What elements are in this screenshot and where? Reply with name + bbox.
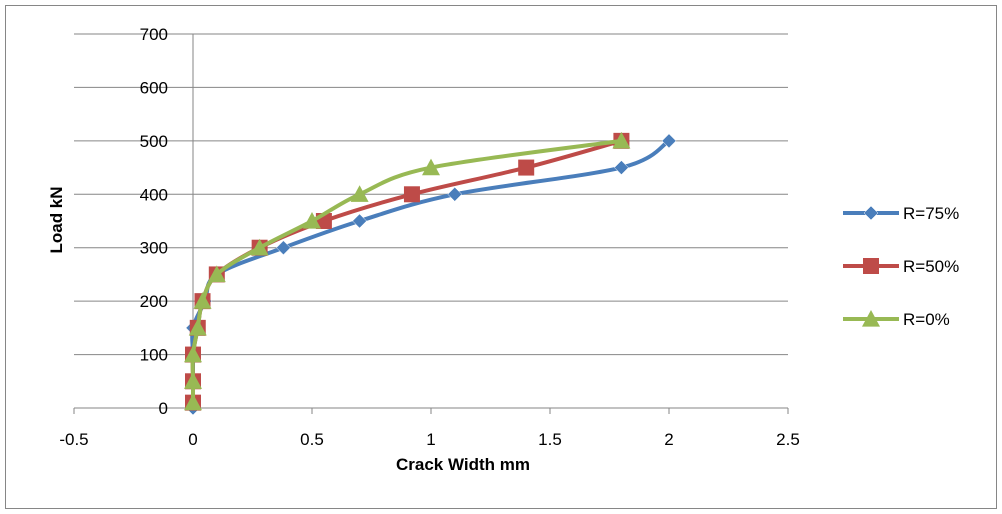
x-tick-label: 0: [188, 430, 197, 449]
x-axis-title: Crack Width mm: [396, 455, 530, 474]
x-tick-label: 1.5: [538, 430, 562, 449]
x-tick-label: 2.5: [776, 430, 800, 449]
data-point-r-0: [303, 212, 321, 229]
data-point-r-50: [518, 159, 535, 176]
x-tick-label: 1: [426, 430, 435, 449]
x-tick-label: 2: [664, 430, 673, 449]
x-tick-label: -0.5: [59, 430, 88, 449]
series-r-0: [184, 131, 631, 411]
data-point-r-75: [661, 133, 677, 149]
data-point-r-50: [403, 186, 420, 203]
data-point-r-0: [612, 131, 631, 149]
series-layer: [184, 131, 677, 416]
y-tick-label: 400: [140, 185, 168, 204]
data-point-r-0: [184, 393, 202, 411]
legend-item-r-75: R=75%: [843, 204, 959, 223]
data-point-r-0: [184, 345, 202, 363]
data-point-r-75: [276, 240, 291, 256]
data-point-r-0: [250, 238, 269, 256]
chart-border: [5, 5, 997, 509]
y-tick-label: 100: [140, 346, 168, 365]
y-tick-label: 700: [140, 25, 168, 44]
legend-item-r-0: R=0%: [843, 310, 950, 329]
data-point-r-0: [350, 185, 369, 202]
y-axis-title: Load kN: [47, 186, 66, 253]
legend-label: R=50%: [903, 257, 959, 276]
y-tick-label: 600: [140, 78, 168, 97]
data-point-r-0: [184, 372, 202, 389]
axes: 0 100 200 300 400 500 600 700 -0.5 0 0.5 1 1.5 2 2.5: [59, 25, 799, 449]
data-point-r-0: [422, 158, 440, 176]
data-point-r-0: [207, 265, 226, 283]
y-tick-label: 0: [159, 399, 168, 418]
data-point-r-75: [352, 213, 367, 229]
legend-item-r-50: R=50%: [843, 257, 959, 276]
data-point-r-75: [447, 186, 463, 202]
y-tick-label: 300: [140, 239, 168, 258]
y-tick-label: 500: [140, 132, 168, 151]
data-point-r-0: [188, 318, 207, 336]
x-tick-label: 0.5: [300, 430, 324, 449]
y-tick-label: 200: [140, 292, 168, 311]
data-point-r-0: [193, 292, 212, 309]
legend-marker: [862, 310, 880, 327]
legend-label: R=0%: [903, 310, 950, 329]
legend: R=75% R=50% R=0%: [843, 204, 959, 329]
legend-marker: [863, 205, 879, 221]
data-point-r-75: [614, 160, 629, 175]
legend-marker: [863, 258, 879, 274]
legend-label: R=75%: [903, 204, 959, 223]
